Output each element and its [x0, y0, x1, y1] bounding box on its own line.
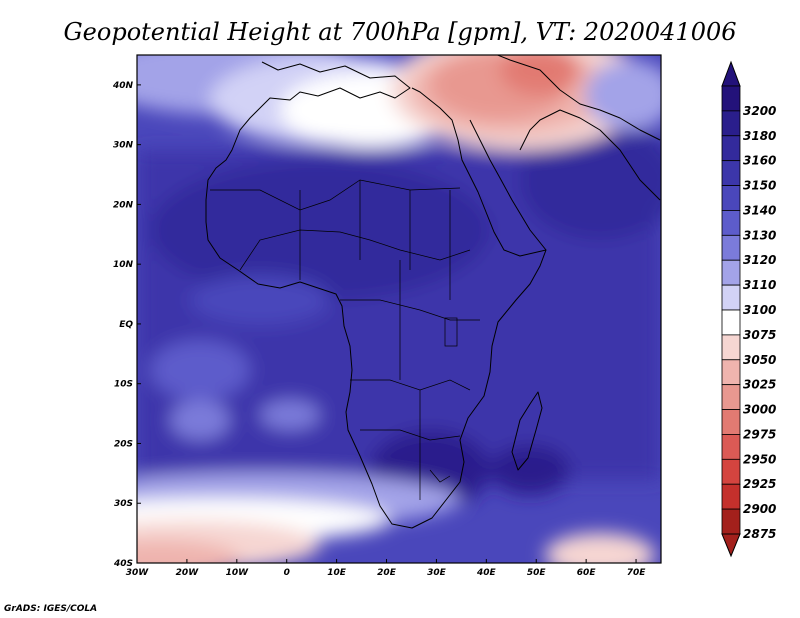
colorbar-label: 2975 [743, 427, 776, 441]
colorbar-label: 3180 [743, 129, 776, 143]
lat-tick-label: 30S [114, 499, 133, 509]
credit-label: GrADS: IGES/COLA [4, 604, 97, 614]
colorbar-swatch [721, 508, 741, 535]
colorbar-swatch [721, 284, 741, 311]
lat-tick-label: 10N [113, 260, 134, 270]
colorbar-label: 3100 [743, 303, 776, 317]
lon-tick-label: 30W [126, 568, 150, 578]
colorbar-swatch [721, 309, 741, 336]
lon-tick-label: 10W [226, 568, 250, 578]
colorbar-bottom-arrow [721, 533, 741, 558]
lon-tick-label: 20E [377, 568, 397, 578]
colorbar-swatch [721, 210, 741, 236]
lon-tick-label: 30E [427, 568, 447, 578]
colorbar-swatch [721, 85, 741, 112]
latitude-ticks: 40N 30N 20N 10N EQ 10S 20S 30S 40S [112, 81, 141, 569]
lon-tick-label: 10E [327, 568, 347, 578]
colorbar-swatch [721, 458, 741, 485]
colorbar-swatch [721, 259, 741, 286]
colorbar-label: 2950 [743, 452, 776, 466]
colorbar-label: 2875 [743, 527, 776, 541]
colorbar-swatch [721, 384, 741, 410]
coastlines [205, 55, 661, 529]
map-title: Geopotential Height at 700hPa [gpm], VT:… [64, 18, 737, 46]
lon-tick-label: 50E [527, 568, 547, 578]
colorbar: 3200 3180 3160 3150 3140 3130 3120 3110 3100 3075… [721, 60, 776, 558]
lat-tick-label: 10S [114, 380, 133, 390]
colorbar-label: 3140 [743, 203, 776, 217]
map-frame [136, 54, 662, 564]
country-borders [210, 179, 480, 500]
colorbar-swatch [721, 160, 741, 186]
lat-tick-label: 40S [113, 559, 133, 569]
lon-tick-label: 20W [176, 568, 200, 578]
colorbar-swatch [721, 409, 741, 435]
colorbar-top-arrow [721, 60, 741, 87]
colorbar-label: 3130 [743, 228, 776, 242]
colorbar-swatch [721, 135, 741, 162]
colorbar-swatch [721, 359, 741, 386]
lon-tick-label: 40E [476, 568, 497, 578]
colorbar-label: 3000 [743, 403, 776, 417]
lat-tick-label: 20S [114, 439, 133, 449]
longitude-ticks: 30W 20W 10W 0 10E 20E 30E 40E 50E 60E 70E [126, 559, 646, 578]
colorbar-swatch [721, 483, 741, 510]
lon-tick-label: 60E [577, 568, 597, 578]
colorbar-label: 3075 [743, 328, 776, 342]
colorbar-label: 3160 [743, 154, 776, 168]
height-field [137, 55, 661, 563]
lat-tick-label: 20N [113, 200, 134, 210]
colorbar-swatch [721, 110, 741, 137]
colorbar-swatch [721, 434, 741, 460]
lat-tick-label: 30N [113, 141, 134, 151]
colorbar-label: 2925 [743, 477, 776, 491]
colorbar-label: 3200 [743, 104, 776, 118]
colorbar-swatch [721, 234, 741, 261]
lat-tick-label: EQ [119, 320, 133, 330]
colorbar-swatch [721, 185, 741, 211]
lon-tick-label: 70E [627, 568, 647, 578]
colorbar-label: 3150 [743, 179, 776, 193]
colorbar-label: 3110 [743, 278, 776, 292]
colorbar-label: 3050 [743, 353, 776, 367]
colorbar-swatch [721, 334, 741, 361]
colorbar-label: 3025 [743, 378, 776, 392]
lat-tick-label: 40N [112, 81, 134, 91]
lon-tick-label: 0 [284, 568, 290, 578]
colorbar-label: 2900 [743, 502, 776, 516]
colorbar-label: 3120 [743, 253, 776, 267]
